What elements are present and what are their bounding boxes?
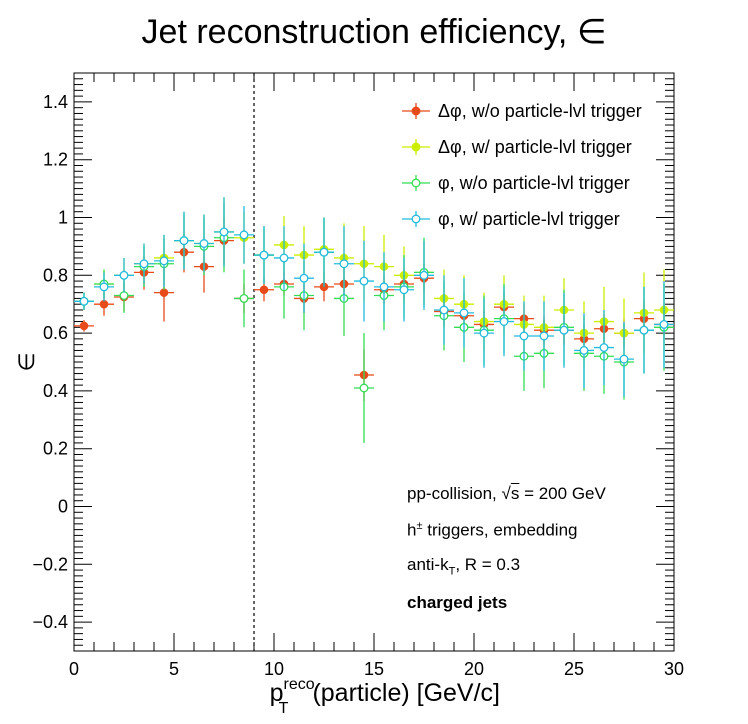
data-point bbox=[179, 236, 189, 246]
data-point bbox=[439, 305, 449, 315]
data-point bbox=[499, 317, 509, 326]
legend-label: φ, w/ particle-lvl trigger bbox=[438, 208, 620, 229]
legend-marker-point bbox=[411, 142, 421, 152]
data-point bbox=[519, 331, 529, 341]
data-point bbox=[319, 247, 329, 257]
data-point bbox=[79, 296, 89, 306]
data-series-3 bbox=[74, 197, 674, 397]
y-tick-label: 0 bbox=[58, 497, 68, 517]
data-point bbox=[259, 285, 269, 295]
data-point bbox=[599, 343, 609, 352]
data-point bbox=[219, 227, 229, 237]
data-point bbox=[159, 256, 169, 266]
legend-marker-phi-w bbox=[398, 209, 434, 229]
legend-marker-dphi-wo bbox=[398, 101, 434, 121]
annotation-jets: charged jets bbox=[407, 593, 507, 613]
legend-marker-phi-wo bbox=[398, 173, 434, 193]
axis-labels-layer: 0 5 10 15 20 25 30 −0.4 −0.2 0 0.2 0.4 0.6 0.8 1 1.2 1.4… bbox=[14, 92, 684, 717]
annotation-jets-text: charged jets bbox=[407, 593, 508, 612]
legend-marker-dphi-w bbox=[398, 137, 434, 157]
y-tick-label: 1.4 bbox=[43, 92, 68, 112]
trigger-main: h bbox=[407, 520, 417, 540]
y-tick-label: 0.6 bbox=[43, 323, 68, 343]
annotation-energy: = 200 GeV bbox=[524, 484, 606, 503]
x-tick-label: 15 bbox=[364, 659, 384, 679]
data-point bbox=[579, 345, 589, 355]
legend: Δφ, w/o particle-lvl trigger Δφ, w/ part… bbox=[398, 93, 642, 237]
legend-entry: φ, w/o particle-lvl trigger bbox=[398, 165, 642, 201]
x-tick-label: 30 bbox=[664, 659, 684, 679]
y-tick-label: 1 bbox=[58, 208, 68, 228]
legend-marker-svg bbox=[402, 103, 430, 119]
data-point bbox=[119, 270, 129, 280]
data-point bbox=[539, 331, 549, 341]
legend-marker-point bbox=[411, 106, 421, 116]
data-point bbox=[259, 250, 269, 260]
data-point bbox=[199, 239, 209, 248]
axis-ticks-layer bbox=[73, 72, 675, 652]
trigger-sup: ± bbox=[416, 520, 423, 532]
legend-entry: φ, w/ particle-lvl trigger bbox=[398, 201, 642, 237]
annotation-trigger: h± triggers, embedding bbox=[407, 520, 578, 541]
data-point bbox=[339, 259, 349, 269]
legend-marker-svg bbox=[402, 139, 430, 155]
y-tick-label: 0.2 bbox=[43, 439, 68, 459]
x-tick-label: 0 bbox=[69, 659, 79, 679]
x-tick-label: 5 bbox=[169, 659, 179, 679]
x-tick-label: 20 bbox=[464, 659, 484, 679]
data-layer bbox=[74, 73, 674, 651]
y-tick-label: 0.4 bbox=[43, 381, 68, 401]
x-axis-label: preco T(particle) [GeV/c] bbox=[270, 676, 500, 717]
x-tick-label: 25 bbox=[564, 659, 584, 679]
data-point bbox=[359, 383, 369, 393]
algo-sub: T bbox=[448, 565, 456, 578]
chart-title: Jet reconstruction efficiency, ∈ bbox=[141, 13, 607, 51]
annotation-algorithm: anti-kT, R = 0.3 bbox=[407, 555, 520, 577]
legend-label: φ, w/o particle-lvl trigger bbox=[438, 172, 630, 193]
algo-main: anti-k bbox=[407, 555, 449, 574]
legend-marker-point bbox=[411, 214, 421, 224]
sqrt-symbol: √ bbox=[501, 484, 511, 503]
legend-label: Δφ, w/o particle-lvl trigger bbox=[438, 100, 642, 121]
data-point bbox=[459, 308, 469, 318]
data-point bbox=[139, 259, 149, 269]
sqrt-argument: s bbox=[510, 484, 520, 503]
algo-rest: , R = 0.3 bbox=[455, 555, 521, 574]
y-tick-label: −0.2 bbox=[32, 554, 68, 574]
legend-label: Δφ, w/ particle-lvl trigger bbox=[438, 136, 632, 157]
y-tick-label: 0.8 bbox=[43, 265, 68, 285]
data-point bbox=[639, 325, 649, 335]
legend-marker-svg bbox=[402, 175, 430, 191]
data-point bbox=[239, 230, 249, 240]
data-point bbox=[99, 299, 109, 309]
data-point bbox=[239, 293, 249, 303]
legend-entry: Δφ, w/ particle-lvl trigger bbox=[398, 129, 642, 165]
annotation-collision-text: pp-collision, bbox=[407, 484, 497, 503]
data-point bbox=[79, 321, 89, 331]
x-tick-label: 10 bbox=[264, 659, 284, 679]
data-point bbox=[659, 319, 669, 329]
data-point bbox=[99, 282, 109, 292]
legend-marker-svg bbox=[402, 211, 430, 227]
data-point bbox=[479, 328, 489, 338]
data-point bbox=[419, 270, 429, 280]
data-point bbox=[119, 291, 129, 300]
data-point bbox=[159, 288, 169, 297]
legend-entry: Δφ, w/o particle-lvl trigger bbox=[398, 93, 642, 129]
data-point bbox=[379, 282, 389, 292]
y-tick-label: 1.2 bbox=[43, 150, 68, 170]
data-point bbox=[299, 273, 309, 283]
data-point bbox=[619, 354, 629, 364]
data-point bbox=[399, 285, 409, 295]
y-axis-label: ∈ bbox=[14, 352, 39, 371]
legend-marker-point bbox=[411, 178, 421, 188]
data-point bbox=[359, 276, 369, 286]
data-point bbox=[279, 253, 289, 263]
annotation-collision: pp-collision, √s = 200 GeV bbox=[407, 484, 606, 504]
data-point bbox=[559, 325, 569, 335]
trigger-rest: triggers, embedding bbox=[422, 520, 578, 540]
y-tick-label: −0.4 bbox=[32, 612, 68, 632]
